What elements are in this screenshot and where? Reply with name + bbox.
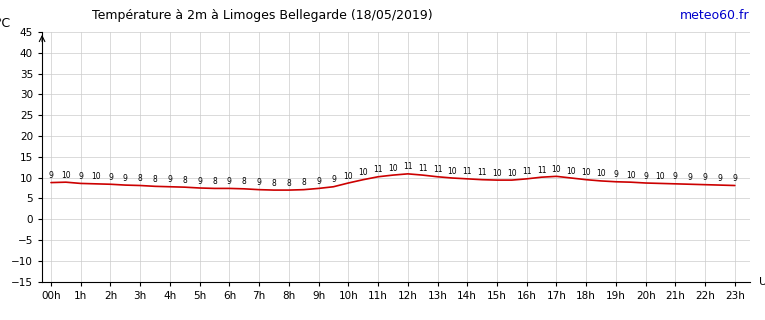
Text: 8: 8 [272, 179, 276, 188]
Text: 8: 8 [212, 177, 217, 186]
Text: 9: 9 [48, 171, 54, 180]
Text: 9: 9 [732, 174, 737, 183]
Text: 11: 11 [403, 162, 412, 172]
Text: 10: 10 [91, 172, 100, 181]
Text: 11: 11 [418, 164, 428, 172]
Text: 9: 9 [78, 172, 83, 181]
Text: 11: 11 [463, 167, 472, 176]
Text: 10: 10 [448, 166, 457, 175]
Text: 10: 10 [343, 172, 353, 180]
Text: 10: 10 [358, 168, 368, 177]
Text: 9: 9 [643, 172, 648, 180]
Text: 8: 8 [138, 174, 142, 183]
Text: meteo60.fr: meteo60.fr [680, 9, 750, 22]
Text: 10: 10 [596, 169, 606, 179]
Text: 8: 8 [301, 178, 306, 187]
Text: 10: 10 [552, 165, 562, 174]
Text: 10: 10 [61, 171, 70, 180]
Text: 9: 9 [614, 170, 618, 179]
Text: 9: 9 [331, 175, 336, 184]
Text: 8: 8 [182, 176, 187, 185]
Text: Température à 2m à Limoges Bellegarde (18/05/2019): Température à 2m à Limoges Bellegarde (1… [92, 9, 432, 22]
Text: 9: 9 [316, 177, 321, 186]
Text: 9: 9 [108, 173, 113, 182]
Text: 8: 8 [242, 177, 246, 186]
Text: 10: 10 [388, 164, 398, 172]
Text: 9: 9 [688, 173, 692, 182]
Text: 8: 8 [286, 179, 291, 188]
Text: 11: 11 [477, 168, 487, 177]
Text: 10: 10 [507, 169, 516, 178]
Text: 9: 9 [703, 173, 708, 182]
Text: 10: 10 [626, 171, 636, 180]
Text: 9: 9 [227, 177, 232, 186]
Text: 11: 11 [433, 165, 442, 174]
Text: 11: 11 [373, 165, 382, 174]
Text: 8: 8 [153, 175, 158, 184]
Text: 9: 9 [197, 177, 202, 186]
Text: 10: 10 [567, 166, 576, 175]
Text: 11: 11 [522, 167, 532, 176]
Text: 9: 9 [673, 172, 678, 181]
Text: 10: 10 [581, 168, 591, 177]
Text: 9: 9 [718, 173, 722, 183]
Text: 10: 10 [492, 169, 502, 178]
Text: 11: 11 [537, 166, 546, 175]
Text: 9: 9 [257, 178, 262, 187]
Text: °C: °C [0, 17, 11, 29]
Text: 9: 9 [123, 173, 128, 183]
Text: UTC: UTC [759, 276, 765, 287]
Text: 9: 9 [168, 175, 172, 184]
Text: 10: 10 [656, 172, 666, 181]
